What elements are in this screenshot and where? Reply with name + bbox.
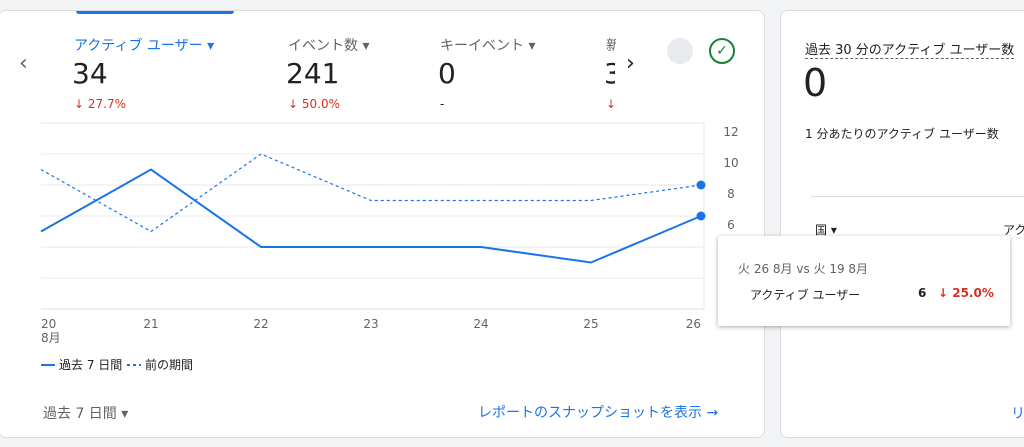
metric-value: 0 (438, 57, 456, 90)
next-button[interactable]: › (626, 51, 635, 76)
tooltip-change: ↓ 25.0% (938, 286, 994, 300)
x-tick-label: 26 (686, 317, 701, 331)
realtime-link[interactable]: リ (1011, 406, 1024, 422)
metric-label-text: アクティブ ユーザー (74, 38, 203, 54)
metric-change: ↓ (606, 97, 617, 111)
metric-label-text: 新 (606, 38, 616, 54)
legend-label: 前の期間 (145, 357, 193, 372)
metric-value: 241 (286, 57, 340, 90)
metric-value: 34 (72, 57, 108, 90)
realtime-value: 0 (803, 61, 828, 105)
tooltip-change-text: 25.0% (952, 286, 994, 300)
realtime-subtitle: 1 分あたりのアクティブ ユーザー数 (805, 127, 999, 141)
y-tick-label: 6 (727, 218, 735, 232)
column-header[interactable]: 国 ▾ (815, 223, 837, 237)
tooltip-value: 6 (918, 286, 927, 300)
x-tick-label: 23 (363, 317, 378, 331)
hover-point (696, 211, 706, 221)
overview-card: ‹ › ✓ アクティブ ユーザー ▾ 34 ↓ 27.7% イベント数 ▾ 241 ↓ 5… (0, 10, 765, 438)
empty-bar (811, 196, 1024, 197)
realtime-card: 過去 30 分のアクティブ ユーザー数 0 1 分あたりのアクティブ ユーザー数… (780, 10, 1024, 438)
metric-label-text: イベント数 (288, 38, 358, 54)
x-tick-label: 24 (473, 317, 488, 331)
realtime-title: 過去 30 分のアクティブ ユーザー数 (805, 39, 1015, 59)
tooltip: 火 26 8月 vs 火 19 8月 アクティブ ユーザー 6 ↓ 25.0% (718, 236, 1010, 326)
active-tab-bar (76, 11, 234, 14)
hover-point (696, 180, 706, 190)
x-sublabel: 8月 (41, 331, 61, 345)
x-tick-label: 22 (253, 317, 268, 331)
insight-icon[interactable] (667, 38, 693, 64)
series-line (40, 153, 702, 233)
series-line (40, 168, 702, 264)
status-icon[interactable]: ✓ (709, 38, 735, 64)
metric-label-text: キーイベント (440, 38, 524, 54)
legend-label: 過去 7 日間 (59, 358, 122, 372)
metric-label[interactable]: キーイベント ▾ (440, 38, 536, 54)
y-tick-label: 10 (723, 156, 738, 170)
x-tick-label: 20 (41, 317, 56, 331)
metric-label[interactable]: アクティブ ユーザー ▾ (74, 38, 215, 54)
x-tick-label: 25 (583, 317, 598, 331)
tooltip-metric: アクティブ ユーザー (750, 288, 861, 302)
metric-change: ↓ 50.0% (288, 97, 340, 111)
metric-change-text: - (440, 97, 445, 111)
date-range[interactable]: 過去 7 日間 ▾ (43, 406, 129, 422)
y-tick-label: 8 (727, 187, 735, 201)
metric-change-text: 50.0% (301, 97, 340, 111)
x-tick-label: 21 (143, 317, 158, 331)
column-text: 国 (815, 223, 828, 237)
metric-label[interactable]: イベント数 ▾ (288, 38, 370, 54)
y-tick-label: 12 (723, 125, 738, 139)
prev-button[interactable]: ‹ (19, 51, 28, 76)
date-range-text: 過去 7 日間 (43, 406, 117, 422)
report-link-text: レポートのスナップショットを表示 (478, 405, 702, 421)
tooltip-title: 火 26 8月 vs 火 19 8月 (738, 262, 869, 276)
metric-change: - (440, 97, 444, 111)
metric-value: 3 (604, 57, 615, 90)
metric-change: ↓ 27.7% (74, 97, 126, 111)
metric-label[interactable]: 新 (606, 35, 616, 55)
metric-change-text: 27.7% (87, 97, 126, 111)
report-link[interactable]: レポートのスナップショットを表示 → (478, 405, 719, 421)
column-header: アク (1003, 223, 1024, 237)
